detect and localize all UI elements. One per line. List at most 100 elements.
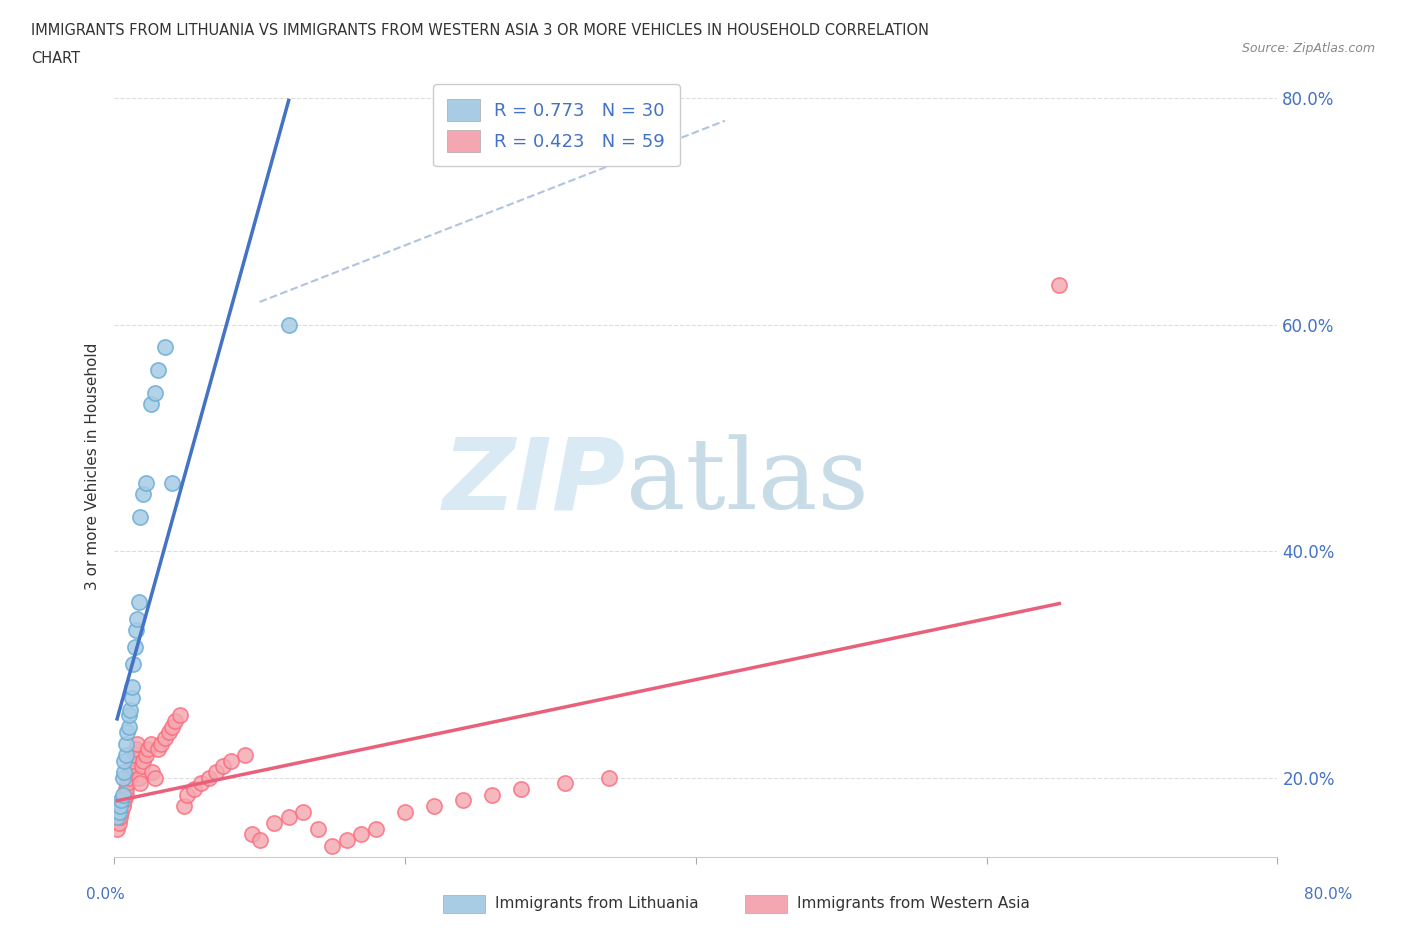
Text: 0.0%: 0.0% [86, 887, 125, 902]
Immigrants from Western Asia [135, 748, 157, 763]
Immigrants from Western Asia [292, 804, 315, 819]
Legend: R = 0.773   N = 30, R = 0.423   N = 59: R = 0.773 N = 30, R = 0.423 N = 59 [433, 85, 679, 166]
Immigrants from Western Asia [108, 810, 131, 825]
Immigrants from Lithuania [146, 363, 169, 378]
Immigrants from Western Asia [190, 776, 212, 790]
Immigrants from Western Asia [118, 770, 141, 785]
Text: CHART: CHART [31, 51, 80, 66]
Immigrants from Lithuania [120, 702, 142, 717]
Text: Immigrants from Lithuania: Immigrants from Lithuania [495, 897, 699, 911]
Immigrants from Western Asia [169, 708, 191, 723]
Immigrants from Lithuania [112, 764, 135, 779]
Immigrants from Lithuania [124, 640, 146, 655]
Text: Source: ZipAtlas.com: Source: ZipAtlas.com [1241, 42, 1375, 55]
Immigrants from Western Asia [451, 793, 474, 808]
Immigrants from Western Asia [212, 759, 235, 774]
Immigrants from Lithuania [143, 385, 166, 400]
Immigrants from Western Asia [176, 787, 198, 802]
Y-axis label: 3 or more Vehicles in Household: 3 or more Vehicles in Household [86, 342, 100, 590]
Immigrants from Western Asia [124, 748, 146, 763]
Immigrants from Lithuania [132, 487, 155, 502]
Immigrants from Lithuania [107, 804, 129, 819]
Immigrants from Western Asia [263, 816, 285, 830]
Immigrants from Western Asia [111, 799, 134, 814]
Immigrants from Western Asia [105, 821, 128, 836]
Immigrants from Lithuania [105, 810, 128, 825]
Immigrants from Western Asia [107, 816, 129, 830]
Immigrants from Western Asia [205, 764, 228, 779]
Immigrants from Western Asia [197, 770, 219, 785]
Immigrants from Western Asia [128, 770, 150, 785]
Immigrants from Lithuania [125, 623, 148, 638]
Immigrants from Lithuania [121, 680, 143, 695]
Immigrants from Western Asia [336, 832, 359, 847]
Immigrants from Western Asia [350, 827, 373, 842]
Immigrants from Lithuania [129, 510, 152, 525]
Immigrants from Western Asia [307, 821, 329, 836]
Immigrants from Western Asia [173, 799, 195, 814]
Immigrants from Lithuania [122, 657, 145, 671]
Immigrants from Western Asia [139, 737, 162, 751]
Immigrants from Western Asia [233, 748, 256, 763]
Text: IMMIGRANTS FROM LITHUANIA VS IMMIGRANTS FROM WESTERN ASIA 3 OR MORE VEHICLES IN : IMMIGRANTS FROM LITHUANIA VS IMMIGRANTS … [31, 23, 929, 38]
Immigrants from Lithuania [118, 719, 141, 734]
Immigrants from Lithuania [162, 476, 184, 491]
Immigrants from Western Asia [112, 793, 135, 808]
Immigrants from Western Asia [249, 832, 271, 847]
Immigrants from Lithuania [135, 476, 157, 491]
Text: 80.0%: 80.0% [1305, 887, 1353, 902]
Immigrants from Western Asia [117, 776, 139, 790]
Immigrants from Western Asia [165, 713, 187, 728]
Immigrants from Western Asia [121, 759, 143, 774]
Immigrants from Western Asia [120, 764, 142, 779]
Immigrants from Lithuania [114, 748, 136, 763]
Immigrants from Lithuania [153, 339, 176, 354]
Immigrants from Western Asia [114, 781, 136, 796]
Immigrants from Lithuania [111, 787, 134, 802]
Immigrants from Western Asia [554, 776, 576, 790]
Immigrants from Western Asia [364, 821, 387, 836]
Immigrants from Western Asia [183, 781, 205, 796]
Immigrants from Western Asia [146, 742, 169, 757]
Immigrants from Western Asia [125, 742, 148, 757]
Immigrants from Western Asia [132, 753, 155, 768]
Immigrants from Lithuania [114, 737, 136, 751]
Immigrants from Western Asia [136, 742, 159, 757]
Immigrants from Lithuania [127, 612, 149, 627]
Immigrants from Western Asia [481, 787, 503, 802]
Immigrants from Lithuania [110, 793, 132, 808]
Immigrants from Western Asia [131, 759, 153, 774]
Immigrants from Lithuania [139, 396, 162, 411]
Immigrants from Western Asia [394, 804, 416, 819]
Immigrants from Western Asia [143, 770, 166, 785]
Immigrants from Western Asia [114, 787, 136, 802]
Immigrants from Western Asia [598, 770, 620, 785]
Text: Immigrants from Western Asia: Immigrants from Western Asia [797, 897, 1031, 911]
Immigrants from Western Asia [110, 804, 132, 819]
Immigrants from Lithuania [128, 594, 150, 609]
Immigrants from Lithuania [117, 724, 139, 739]
Immigrants from Western Asia [219, 753, 242, 768]
Immigrants from Western Asia [277, 810, 299, 825]
Immigrants from Lithuania [112, 753, 135, 768]
Immigrants from Lithuania [118, 708, 141, 723]
Immigrants from Western Asia [149, 737, 172, 751]
Immigrants from Western Asia [1047, 277, 1070, 292]
Immigrants from Western Asia [159, 724, 181, 739]
Text: ZIP: ZIP [443, 433, 626, 530]
Immigrants from Western Asia [162, 719, 184, 734]
Immigrants from Lithuania [108, 799, 131, 814]
Immigrants from Western Asia [240, 827, 263, 842]
Immigrants from Lithuania [121, 691, 143, 706]
Immigrants from Western Asia [141, 764, 163, 779]
Immigrants from Western Asia [153, 731, 176, 746]
Immigrants from Western Asia [321, 838, 343, 853]
Immigrants from Western Asia [122, 753, 145, 768]
Immigrants from Western Asia [129, 776, 152, 790]
Immigrants from Western Asia [423, 799, 446, 814]
Immigrants from Western Asia [510, 781, 533, 796]
Text: atlas: atlas [626, 434, 869, 530]
Immigrants from Western Asia [127, 737, 149, 751]
Immigrants from Lithuania [277, 317, 299, 332]
Immigrants from Lithuania [111, 770, 134, 785]
